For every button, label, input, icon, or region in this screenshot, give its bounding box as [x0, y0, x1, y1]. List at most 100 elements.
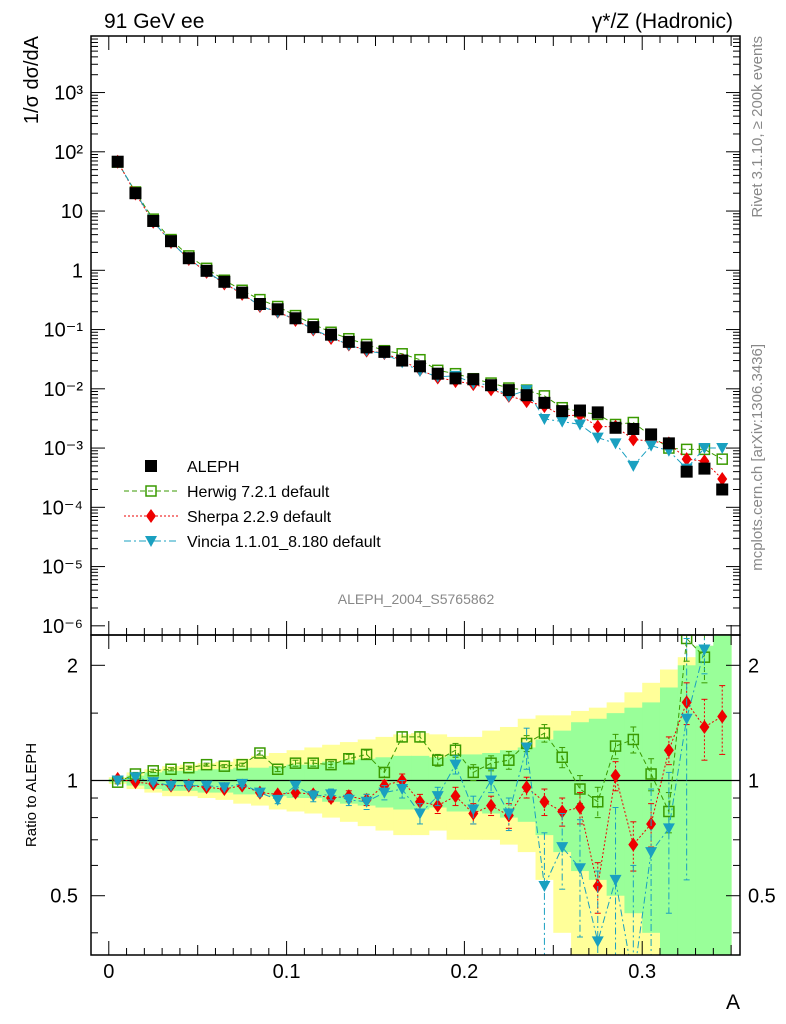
- marker-triangle: [698, 443, 711, 455]
- marker-square: [378, 345, 391, 358]
- marker-square: [129, 187, 142, 200]
- marker-open-square: [485, 757, 497, 769]
- main-data-layer: [111, 154, 729, 496]
- marker-triangle: [271, 794, 284, 806]
- y-tick-label: 1: [72, 260, 83, 282]
- marker-square: [396, 354, 409, 367]
- y-tick-label: 10: [61, 201, 83, 223]
- marker-diamond: [539, 794, 550, 809]
- series-line: [117, 161, 723, 470]
- marker-square: [556, 405, 569, 418]
- marker-open-square: [165, 763, 177, 776]
- marker-triangle: [182, 780, 195, 792]
- series-1: [111, 156, 728, 465]
- marker-square: [145, 460, 157, 472]
- marker-triangle: [200, 780, 213, 792]
- y-tick-label: 10⁻⁴: [42, 497, 83, 519]
- main-axes: 10⁻⁶ 10⁻⁵ 10⁻⁴ 10⁻³ 10⁻² 10⁻¹ 1 10 10² 10³: [42, 35, 740, 638]
- x-tick-label: 0.1: [273, 961, 301, 983]
- marker-triangle: [253, 787, 266, 799]
- marker-triangle: [360, 796, 373, 808]
- marker-triangle: [662, 823, 675, 835]
- marker-square: [342, 335, 355, 348]
- marker-diamond: [557, 804, 568, 819]
- legend-label: Sherpa 2.2.9 default: [187, 509, 332, 526]
- marker-square: [662, 437, 675, 450]
- uncertainty-band-green: [357, 758, 376, 806]
- marker-diamond: [574, 800, 585, 815]
- main-y-axis-label: 1/σ dσ/dA: [21, 35, 43, 124]
- marker-triangle: [556, 416, 569, 428]
- legend-label: Vincia 1.1.01_8.180 default: [187, 534, 381, 551]
- marker-triangle: [289, 780, 302, 792]
- marker-square: [538, 396, 551, 409]
- y-tick-label: 10⁻²: [44, 379, 84, 401]
- marker-triangle: [520, 742, 533, 754]
- marker-square: [449, 372, 462, 385]
- uncertainty-band-green: [713, 635, 732, 955]
- marker-square: [573, 404, 586, 417]
- marker-open-square: [627, 733, 640, 746]
- marker-square: [502, 384, 515, 397]
- marker-triangle: [680, 713, 693, 725]
- marker-open-square: [467, 766, 480, 779]
- marker-diamond: [414, 794, 425, 809]
- marker-square: [147, 214, 160, 227]
- marker-triangle: [145, 536, 157, 547]
- marker-diamond: [717, 472, 728, 487]
- marker-open-square: [449, 744, 462, 756]
- ratio-y-tick-label: 2: [67, 655, 78, 677]
- ratio-panel: 0.5 0.5 1 1 2 2 0 0.1 0.2 0.3 Ratio to ALEPH: [23, 634, 776, 983]
- marker-square: [200, 264, 213, 277]
- marker-triangle: [485, 775, 498, 787]
- marker-open-square: [716, 453, 728, 465]
- marker-triangle: [431, 791, 444, 803]
- marker-square: [716, 483, 729, 496]
- ratio-y-tick-label: 1: [67, 771, 78, 793]
- uncertainty-band-green: [339, 760, 359, 804]
- marker-open-square: [431, 754, 444, 766]
- marker-square: [467, 373, 480, 386]
- marker-open-square: [254, 747, 266, 759]
- marker-triangle: [307, 791, 320, 803]
- x-tick-label: 0: [103, 961, 114, 983]
- marker-triangle: [645, 440, 658, 452]
- marker-triangle: [716, 443, 729, 455]
- marker-open-square: [503, 754, 515, 766]
- rivet-version-label: Rivet 3.1.10, ≥ 200k events: [749, 36, 766, 218]
- marker-square: [253, 297, 266, 310]
- marker-open-square: [396, 731, 408, 743]
- ratio-series-line: [117, 649, 705, 955]
- legend-label: ALEPH: [187, 459, 239, 476]
- marker-square: [609, 421, 622, 434]
- marker-square: [485, 379, 498, 392]
- marker-square: [271, 303, 284, 316]
- y-tick-label: 10³: [54, 83, 83, 105]
- marker-triangle: [378, 787, 391, 799]
- marker-diamond: [699, 719, 710, 734]
- marker-triangle: [591, 432, 604, 444]
- marker-diamond: [592, 419, 603, 434]
- mcplots-label: mcplots.cern.ch [arXiv:1306.3436]: [749, 344, 766, 571]
- ratio-series-2: [111, 635, 711, 955]
- header-left-label: 91 GeV ee: [104, 10, 204, 33]
- ratio-y-axis-label: Ratio to ALEPH: [23, 743, 40, 847]
- marker-diamond: [663, 743, 674, 758]
- marker-triangle: [591, 936, 604, 948]
- marker-triangle: [573, 419, 586, 431]
- ratio-series-line: [117, 637, 705, 814]
- ratio-y-tick-label-right: 0.5: [748, 886, 776, 908]
- ratio-data-layer: [91, 635, 740, 955]
- uncertainty-band-green: [304, 764, 323, 799]
- marker-diamond: [628, 837, 639, 852]
- marker-triangle: [236, 778, 249, 790]
- marker-diamond: [610, 768, 621, 783]
- marker-triangle: [698, 644, 711, 656]
- marker-square: [431, 367, 444, 380]
- marker-diamond: [486, 798, 497, 813]
- marker-open-square: [271, 763, 284, 776]
- x-tick-label: 0.2: [450, 961, 478, 983]
- legend: ALEPH Herwig 7.2.1 default Sherpa 2.2.9 de…: [124, 459, 381, 551]
- marker-square: [182, 252, 195, 265]
